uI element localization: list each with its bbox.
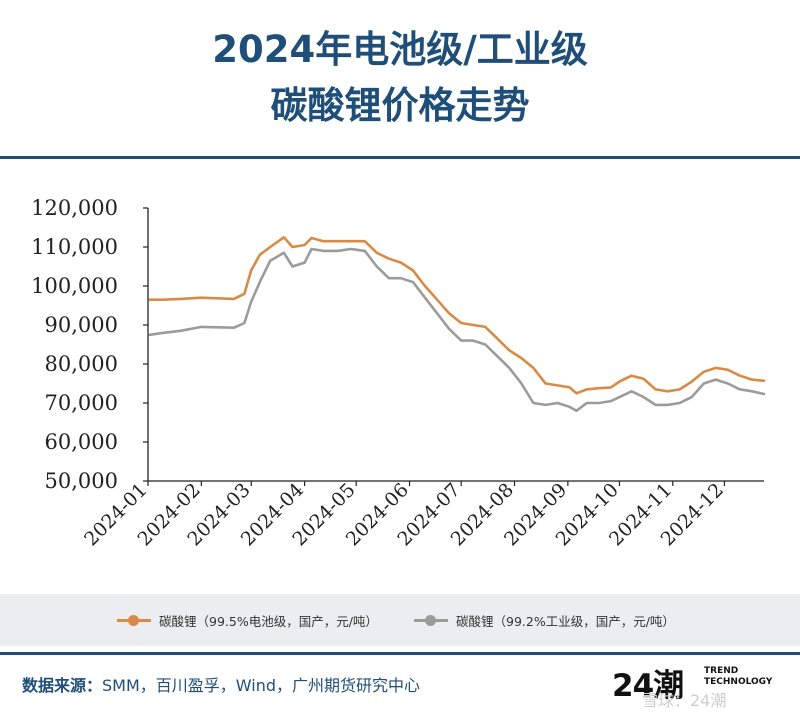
brand-logo: 24潮 TREND TECHNOLOGY 雪球：24潮 [612,660,792,710]
legend-battery-label: 碳酸锂（99.5%电池级，国产，元/吨） [159,613,378,629]
legend-industrial-label: 碳酸锂（99.2%工业级，国产，元/吨） [456,613,675,629]
legend-industrial-swatch [414,613,448,627]
series-line-battery-grade [148,236,766,395]
logo-trend: TREND [704,666,739,676]
y-tick-label: 80,000 [45,352,118,376]
chart-axes: 50,000 60,000 70,000 80,000 90,000 100,000 110… [31,196,764,550]
legend-battery-grade: 碳酸锂（99.5%电池级，国产，元/吨） [117,612,378,629]
y-tick-label: 120,000 [31,196,118,220]
source-label: 数据来源： [22,676,103,695]
legend-battery-swatch [117,613,151,627]
footer-divider [0,652,800,655]
watermark-text: 雪球：24潮 [642,691,727,710]
logo-technology: TECHNOLOGY [704,677,773,687]
y-tick-label: 70,000 [45,391,118,415]
y-tick-label: 90,000 [45,313,118,337]
y-tick-label: 50,000 [45,469,118,493]
chart-lines [148,236,766,413]
source-text: SMM，百川盈孚，Wind，广州期货研究中心 [102,676,420,695]
price-line-chart: 50,000 60,000 70,000 80,000 90,000 100,000 110… [31,196,766,550]
header-divider [0,156,800,159]
data-source: 数据来源：SMM，百川盈孚，Wind，广州期货研究中心 [22,672,420,696]
y-tick-label: 100,000 [31,274,118,298]
y-tick-label: 60,000 [45,430,118,454]
chart-title-line1: 2024年电池级/工业级 [212,28,588,71]
chart-title-line2: 碳酸锂价格走势 [270,84,530,127]
logo-mark: 24潮 [612,668,684,704]
legend-industrial-grade: 碳酸锂（99.2%工业级，国产，元/吨） [414,612,675,629]
series-line-industrial-grade [148,247,766,413]
y-tick-label: 110,000 [31,235,118,259]
